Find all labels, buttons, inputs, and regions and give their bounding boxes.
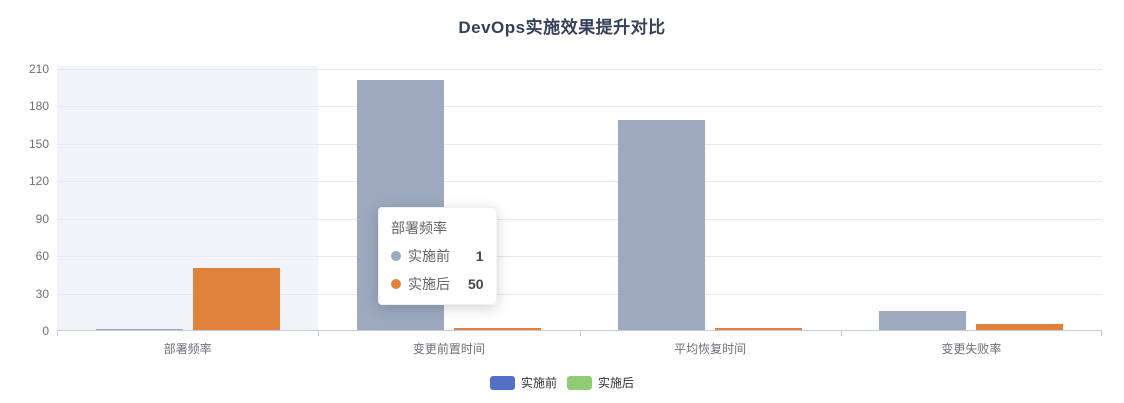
- tooltip-series-name: 实施后: [408, 276, 450, 292]
- y-axis-label: 30: [35, 286, 49, 301]
- tooltip-title: 部署频率: [391, 220, 447, 236]
- legend-item-0[interactable]: 实施前: [489, 374, 557, 391]
- x-axis-line: [57, 330, 1102, 331]
- gridline: [57, 106, 1102, 108]
- y-axis-label: 60: [35, 249, 49, 264]
- tooltip-row: 实施前 1: [391, 246, 484, 266]
- gridline: [57, 181, 1102, 183]
- y-axis-label: 180: [28, 99, 49, 114]
- tooltip-row: 实施后 50: [391, 274, 484, 294]
- gridline: [57, 218, 1102, 220]
- x-axis-label: 部署频率: [163, 342, 212, 356]
- bar-series0-cat0[interactable]: [95, 328, 183, 330]
- legend-item-1[interactable]: 实施后: [567, 374, 634, 391]
- y-axis-label: 120: [28, 174, 49, 189]
- y-axis-label: 150: [28, 136, 49, 151]
- bar-series1-cat0[interactable]: [192, 267, 280, 330]
- legend: 实施前 实施后: [0, 374, 1124, 391]
- legend-label: 实施后: [598, 376, 635, 390]
- gridline: [57, 69, 1102, 70]
- legend-label: 实施前: [520, 376, 557, 390]
- bar-series1-cat2[interactable]: [715, 327, 803, 330]
- bar-series1-cat3[interactable]: [976, 323, 1064, 330]
- gridline: [57, 256, 1102, 258]
- x-axis-tick: [318, 331, 320, 336]
- legend-marker-icon: [489, 375, 515, 390]
- y-axis-label: 210: [28, 62, 49, 76]
- tooltip-rows: 实施前 1 实施后 50: [391, 246, 484, 294]
- gridline: [57, 143, 1102, 145]
- tooltip-series-name: 实施前: [408, 248, 450, 264]
- x-axis-tick: [579, 331, 581, 336]
- x-axis-tick: [1101, 331, 1102, 336]
- tooltip-series-value: 50: [468, 276, 484, 292]
- x-axis-label: 变更失败率: [941, 342, 1002, 356]
- bar-series0-cat2[interactable]: [618, 120, 706, 330]
- y-axis-label: 0: [42, 324, 49, 338]
- bar-series0-cat3[interactable]: [879, 311, 967, 330]
- legend-marker-icon: [567, 375, 592, 390]
- gridline: [57, 293, 1102, 295]
- series-marker-icon: [391, 251, 401, 261]
- y-axis-label: 90: [35, 211, 49, 226]
- series-marker-icon: [391, 279, 401, 289]
- x-axis-label: 平均恢复时间: [674, 342, 747, 356]
- bar-series1-cat1[interactable]: [453, 327, 541, 330]
- plot-area: 0 30 60 90 120 150 180 210 部署频率 变更前置时间 平均恢复时间 变更失败率: [29, 62, 1102, 356]
- tooltip-series-value: 1: [475, 248, 484, 264]
- chart-title: DevOps实施效果提升对比: [458, 18, 666, 37]
- tooltip: 部署频率 实施前 1 实施后 50: [378, 207, 497, 305]
- x-axis-tick: [57, 331, 58, 336]
- x-axis-tick: [840, 331, 842, 336]
- x-axis-label: 变更前置时间: [412, 342, 485, 356]
